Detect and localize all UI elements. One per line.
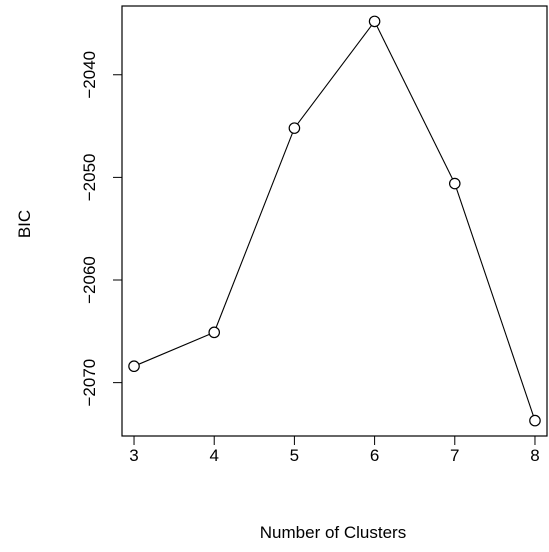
y-tick-label: −2060	[80, 256, 99, 304]
y-tick-label: −2040	[80, 51, 99, 99]
y-tick-label: −2050	[80, 154, 99, 202]
data-point	[448, 177, 461, 190]
y-axis-title: BIC	[15, 210, 34, 238]
data-point	[368, 15, 381, 28]
y-tick-label: −2070	[80, 359, 99, 407]
series-segment	[455, 188, 534, 416]
x-tick-label: 3	[129, 446, 138, 465]
series-segment	[138, 333, 210, 365]
series-segment	[297, 25, 372, 125]
series-markers	[128, 15, 541, 427]
data-point	[529, 414, 541, 427]
series-segment	[215, 132, 294, 328]
x-tick-label: 4	[209, 446, 218, 465]
x-tick-label: 7	[450, 446, 459, 465]
plot-frame	[121, 5, 548, 437]
series-segment	[376, 25, 453, 180]
series-line	[138, 25, 534, 416]
x-axis-title: Number of Clusters	[260, 523, 406, 542]
x-tick-label: 6	[370, 446, 379, 465]
x-tick-label: 5	[290, 446, 299, 465]
y-axis: −2070 −2060 −2050 −2040	[80, 51, 122, 407]
x-axis: 3 4 5 6 7 8	[129, 436, 540, 465]
x-tick-label: 8	[530, 446, 539, 465]
data-point	[208, 326, 221, 339]
data-point	[128, 360, 140, 373]
data-point	[288, 122, 301, 134]
